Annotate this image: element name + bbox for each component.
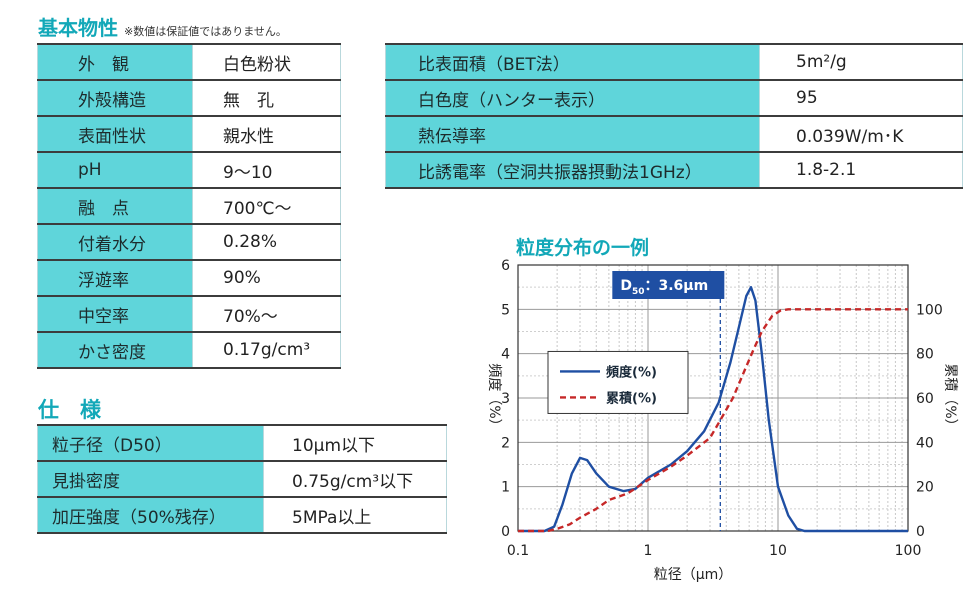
physical-properties-table: 比表面積（BET法） 5m²/g 白色度（ハンター表示） 95 熱伝導率 0.039W/m… [385, 43, 963, 189]
physical-property-value: 95 [759, 79, 963, 117]
basic-property-value: 無 孔 [192, 79, 341, 117]
spec-body: 粒子径（D50） 10μm以下 見掛密度 0.75g/cm³以下 加圧強度（50%残存）… [37, 424, 447, 534]
x-tick-label: 10 [769, 543, 787, 559]
spec-key: 加圧強度（50%残存） [37, 496, 264, 534]
basic-property-row: 浮遊率 90% [37, 259, 341, 297]
legend-label: 頻度(%) [606, 364, 657, 380]
basic-property-row: 融 点 700℃〜 [37, 187, 341, 225]
d50-label-box [612, 271, 725, 299]
basic-property-value: 9〜10 [192, 151, 341, 189]
basic-property-value: 0.17g/cm³ [192, 331, 341, 369]
basic-properties-table: 外 観白色粉状 外殻構造無 孔表面性状 親水性 pH 9〜10 融 点 700℃〜 付着水分… [37, 43, 341, 369]
spec-value: 0.75g/cm³以下 [263, 460, 447, 498]
basic-property-row: 中空率 70%〜 [37, 295, 341, 333]
spec-row: 見掛密度 0.75g/cm³以下 [37, 460, 447, 498]
y-right-tick-label: 80 [916, 347, 934, 363]
basic-property-key: 外 観 [37, 43, 193, 81]
y-left-tick-label: 5 [501, 302, 510, 318]
y-left-tick-label: 6 [501, 258, 510, 274]
frequency-series-line [518, 286, 908, 533]
y-right-tick-label: 60 [916, 391, 934, 407]
physical-property-key: 比誘電率（空洞共振器摂動法1GHz） [385, 151, 760, 189]
basic-property-key: 中空率 [37, 295, 193, 333]
y-left-tick-label: 0 [501, 524, 510, 540]
basic-properties-body: 外 観白色粉状 外殻構造無 孔表面性状 親水性 pH 9〜10 融 点 700℃〜 付着水分… [37, 43, 341, 369]
basic-property-value: 70%〜 [192, 295, 341, 333]
y-left-tick-label: 2 [501, 435, 510, 451]
spec-key: 粒子径（D50） [37, 424, 264, 462]
basic-property-key: 表面性状 [37, 115, 193, 153]
basic-property-value: 0.28% [192, 223, 341, 261]
x-tick-label: 100 [895, 543, 922, 559]
physical-property-row: 熱伝導率 0.039W/m･K [385, 115, 963, 153]
x-tick-label: 0.1 [507, 543, 529, 559]
spec-row: 粒子径（D50） 10μm以下 [37, 424, 447, 462]
y-left-tick-label: 1 [501, 480, 510, 496]
d50-label-value: ：3.6μm [644, 278, 708, 294]
y-left-tick-label: 4 [501, 347, 510, 363]
basic-property-key: 外殻構造 [37, 79, 193, 117]
basic-property-row: pH 9〜10 [37, 151, 341, 189]
spec-key: 見掛密度 [37, 460, 264, 498]
d50-label-sub: 50 [632, 287, 645, 297]
basic-properties-note: ※数値は保証値ではありません。 [124, 25, 287, 38]
y-left-axis-label: 頻度（%） [486, 363, 502, 432]
physical-property-key: 比表面積（BET法） [385, 43, 760, 81]
spec-row: 加圧強度（50%残存） 5MPa以上 [37, 496, 447, 534]
basic-property-row: 表面性状 親水性 [37, 115, 341, 153]
spec-heading: 仕 様 [38, 394, 101, 424]
y-left-tick-label: 3 [501, 391, 510, 407]
spec-table: 粒子径（D50） 10μm以下 見掛密度 0.75g/cm³以下 加圧強度（50%残存）… [37, 424, 447, 534]
physical-property-row: 比表面積（BET法） 5m²/g [385, 43, 963, 81]
basic-property-value: 700℃〜 [192, 187, 341, 225]
physical-properties-body: 比表面積（BET法） 5m²/g 白色度（ハンター表示） 95 熱伝導率 0.039W/m… [385, 43, 963, 189]
y-right-tick-label: 40 [916, 435, 934, 451]
basic-property-value: 90% [192, 259, 341, 297]
chart-heading: 粒度分布の一例 [516, 233, 649, 260]
physical-property-value: 5m²/g [759, 43, 963, 81]
basic-property-key: 浮遊率 [37, 259, 193, 297]
basic-property-row: 外 観白色粉状 [37, 43, 341, 81]
spec-title: 仕 様 [38, 398, 101, 422]
y-right-tick-label: 20 [916, 480, 934, 496]
x-axis-label: 粒径（μm） [654, 567, 733, 583]
plot-frame [517, 264, 909, 532]
legend-box [547, 350, 689, 414]
cumulative-series-line [518, 308, 908, 533]
spec-value: 5MPa以上 [263, 496, 447, 534]
basic-property-key: かさ密度 [37, 331, 193, 369]
physical-property-key: 白色度（ハンター表示） [385, 79, 760, 117]
particle-size-chart: 0.1 1 10 1000123456020406080100粒径（μm）頻度（%）累… [486, 258, 958, 583]
y-right-axis-label: 累積（%） [942, 363, 958, 432]
d50-label-main: D [620, 278, 632, 294]
physical-property-value: 0.039W/m･K [759, 115, 963, 153]
spec-value: 10μm以下 [263, 424, 447, 462]
basic-properties-title: 基本物性 [38, 16, 118, 40]
basic-property-row: 付着水分 0.28% [37, 223, 341, 261]
physical-property-key: 熱伝導率 [385, 115, 760, 153]
d50-label: D50：3.6μm [620, 278, 708, 297]
y-right-tick-label: 0 [916, 524, 925, 540]
basic-property-key: 融 点 [37, 187, 193, 225]
basic-property-row: かさ密度 0.17g/cm³ [37, 331, 341, 369]
basic-property-value: 白色粉状 [192, 43, 341, 81]
basic-property-value: 親水性 [192, 115, 341, 153]
basic-properties-heading: 基本物性 ※数値は保証値ではありません。 [38, 12, 287, 41]
legend-label: 累積(%) [606, 390, 657, 406]
physical-property-row: 白色度（ハンター表示） 95 [385, 79, 963, 117]
x-tick-label: 1 [644, 543, 653, 559]
basic-property-key: 付着水分 [37, 223, 193, 261]
physical-property-value: 1.8-2.1 [759, 151, 963, 189]
basic-property-row: 外殻構造無 孔 [37, 79, 341, 117]
physical-property-row: 比誘電率（空洞共振器摂動法1GHz） 1.8-2.1 [385, 151, 963, 189]
chart-title: 粒度分布の一例 [516, 237, 650, 259]
y-right-tick-label: 100 [916, 302, 943, 318]
basic-property-key: pH [37, 151, 193, 189]
